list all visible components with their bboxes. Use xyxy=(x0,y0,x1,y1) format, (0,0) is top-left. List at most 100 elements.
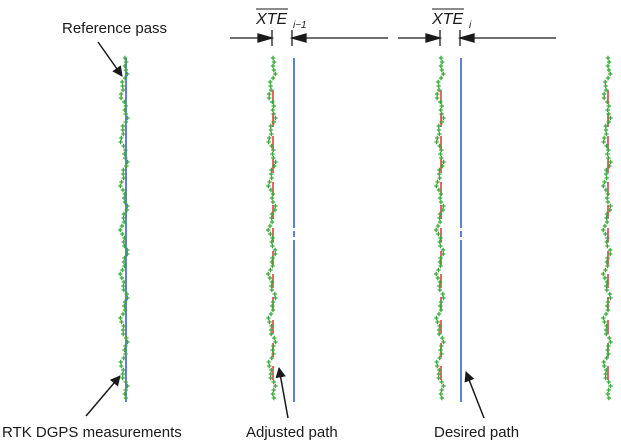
measurement-column-prev xyxy=(266,55,278,401)
measurement-mark xyxy=(120,311,126,317)
measurement-mark xyxy=(270,391,276,397)
measurement-mark xyxy=(120,371,125,377)
measurement-mark xyxy=(438,299,444,305)
measurement-mark xyxy=(268,267,273,273)
measurement-mark xyxy=(271,379,276,385)
measurement-mark xyxy=(267,179,272,185)
measurement-mark xyxy=(603,187,609,193)
measurement-mark xyxy=(268,187,274,193)
measurement-mark xyxy=(120,327,126,333)
measurement-mark xyxy=(122,55,128,61)
measurement-mark xyxy=(121,175,126,181)
measurement-mark xyxy=(270,199,276,205)
measurement-mark xyxy=(441,247,446,253)
measurement-mark xyxy=(122,303,127,309)
measurement-mark xyxy=(121,195,127,201)
measurement-mark xyxy=(607,335,612,341)
measurement-mark xyxy=(119,363,124,369)
measurement-mark xyxy=(602,135,607,141)
measurement-mark xyxy=(608,339,613,345)
measurement-mark xyxy=(120,123,125,129)
measurement-mark xyxy=(605,75,611,81)
measurement-mark xyxy=(120,83,125,89)
measurement-mark xyxy=(121,287,127,293)
measurement-mark xyxy=(604,211,610,217)
measurement-mark xyxy=(438,99,443,105)
measurement-mark xyxy=(436,79,441,85)
rtk-dgps-arrow xyxy=(85,375,121,417)
measurement-mark xyxy=(437,239,442,245)
measurement-mark xyxy=(121,323,126,329)
measurement-mark xyxy=(435,135,440,141)
measurement-mark xyxy=(121,355,126,361)
measurement-mark xyxy=(436,327,442,333)
measurement-mark xyxy=(606,67,612,73)
measurement-mark xyxy=(439,103,444,109)
measurement-mark xyxy=(434,183,439,189)
measurement-mark xyxy=(121,259,127,265)
measurement-mark xyxy=(438,75,444,81)
measurement-mark xyxy=(437,287,443,293)
measurement-mark xyxy=(437,195,443,201)
measurement-mark xyxy=(604,219,610,225)
measurement-mark xyxy=(606,103,611,109)
measurement-mark xyxy=(271,351,276,357)
measurement-mark xyxy=(267,135,272,141)
measurement-mark xyxy=(270,263,275,269)
xte-curr-label: XTE i xyxy=(431,8,472,31)
measurement-mark xyxy=(437,167,442,173)
measurement-mark xyxy=(118,91,124,97)
measurement-mark xyxy=(441,159,446,165)
measurement-mark xyxy=(268,83,273,89)
measurement-mark xyxy=(603,267,608,273)
measurement-mark xyxy=(122,235,127,241)
measurement-mark xyxy=(273,295,278,301)
measurement-mark xyxy=(605,199,611,205)
measurement-mark xyxy=(269,167,274,173)
measurement-mark xyxy=(441,251,446,257)
measurement-mark xyxy=(121,211,127,217)
measurement-mark xyxy=(437,323,442,329)
measurement-mark xyxy=(608,383,613,389)
measurement-mark xyxy=(437,279,443,285)
measurement-mark xyxy=(266,183,271,189)
measurement-mark xyxy=(436,123,441,129)
measurement-mark xyxy=(601,359,606,365)
measurement-mark xyxy=(122,107,127,113)
measurement-mark xyxy=(604,355,609,361)
xte-prev-label: XTE i−1 xyxy=(255,8,307,31)
measurement-mark xyxy=(269,355,274,361)
measurement-mark xyxy=(271,119,276,125)
measurement-mark xyxy=(119,135,124,141)
measurement-column-current xyxy=(434,55,446,401)
measurement-mark xyxy=(603,311,609,317)
measurement-mark xyxy=(268,79,273,85)
desired-path-arrow xyxy=(464,371,485,419)
measurement-mark xyxy=(125,159,130,165)
measurement-mark xyxy=(434,139,439,145)
measurement-mark xyxy=(273,159,278,165)
measurement-mark xyxy=(438,255,443,261)
measurement-mark xyxy=(119,179,124,185)
measurement-mark xyxy=(118,359,123,365)
measurement-mark xyxy=(273,203,278,209)
measurement-mark xyxy=(602,179,607,185)
measurement-mark xyxy=(436,375,441,381)
measurement-mark xyxy=(121,279,127,285)
measurement-mark xyxy=(271,103,276,109)
measurement-mark xyxy=(272,163,277,169)
measurement-mark xyxy=(603,127,609,133)
measurement-mark xyxy=(604,195,610,201)
measurement-mark xyxy=(436,171,442,177)
measurement-mark xyxy=(118,139,123,145)
measurement-mark xyxy=(270,303,275,309)
xte-prev-subscript: i−1 xyxy=(293,20,307,31)
measurement-mark xyxy=(270,307,276,313)
measurement-mark xyxy=(123,59,129,65)
measurement-mark xyxy=(434,227,439,233)
measurement-mark xyxy=(121,283,126,289)
measurement-mark xyxy=(605,243,610,249)
measurement-mark xyxy=(602,319,607,325)
measurement-mark xyxy=(604,323,609,329)
measurement-mark xyxy=(435,363,440,369)
